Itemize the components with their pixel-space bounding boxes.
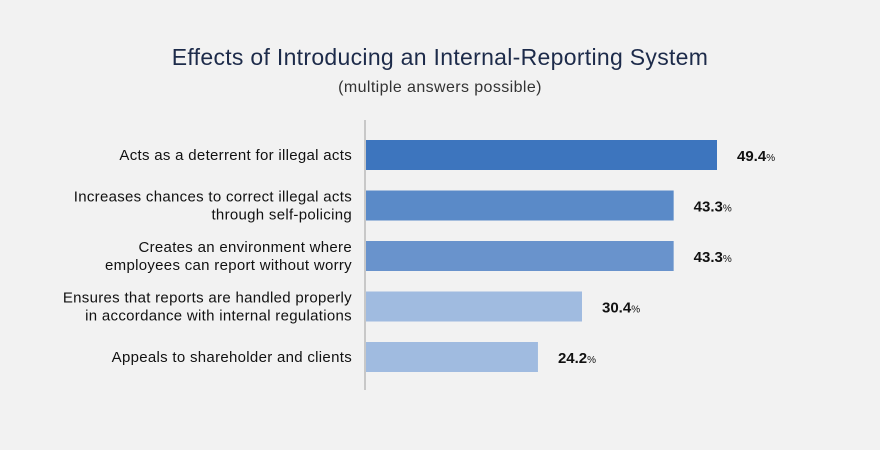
bar-0 [366, 140, 717, 170]
bar-1 [366, 190, 674, 221]
bar-3 [366, 291, 582, 322]
chart-subtitle: (multiple answers possible) [338, 79, 542, 96]
category-label-0: Acts as a deterrent for illegal acts [119, 147, 352, 164]
value-label-0: 49.4% [737, 148, 775, 165]
value-label-3: 30.4% [602, 300, 640, 317]
bar-2 [366, 241, 674, 271]
category-label-1: Increases chances to correct illegal act… [74, 189, 352, 224]
value-label-2: 43.3% [694, 249, 732, 266]
category-label-3: Ensures that reports are handled properl… [63, 290, 352, 325]
category-label-2: Creates an environment where employees ca… [105, 239, 352, 274]
bar-4 [366, 342, 538, 372]
value-label-1: 43.3% [694, 199, 732, 216]
value-label-4: 24.2% [558, 350, 596, 367]
category-label-4: Appeals to shareholder and clients [112, 349, 352, 366]
chart-title: Effects of Introducing an Internal-Repor… [171, 44, 709, 70]
